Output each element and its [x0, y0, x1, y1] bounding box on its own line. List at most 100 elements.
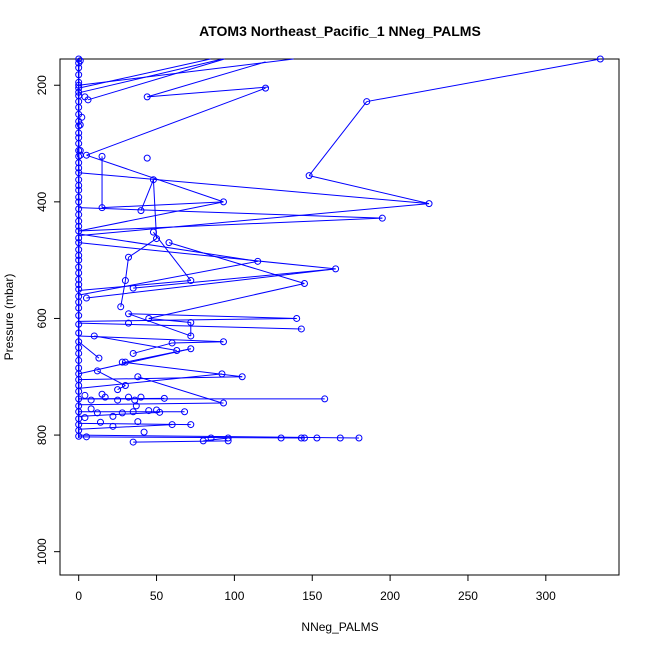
data-point: [81, 391, 89, 399]
series-segment: [117, 385, 126, 391]
x-tick-label: 150: [302, 589, 322, 603]
series-lines: [77, 58, 601, 443]
y-tick-label: 200: [35, 75, 49, 95]
data-point: [101, 393, 109, 401]
series-segment: [172, 341, 224, 344]
series-segment: [78, 233, 258, 262]
series-segment: [309, 175, 430, 205]
data-point: [140, 428, 148, 436]
data-point: [93, 367, 101, 375]
series-segment: [78, 58, 223, 94]
series-segment: [78, 172, 430, 205]
series-segment: [78, 58, 211, 89]
data-point: [75, 234, 83, 242]
data-point: [75, 222, 83, 230]
data-point: [293, 314, 301, 322]
series-segment: [87, 58, 225, 101]
series-segment: [78, 58, 294, 86]
data-point: [75, 275, 83, 283]
data-point: [75, 103, 83, 111]
x-tick-label: 300: [536, 589, 556, 603]
series-segment: [78, 242, 336, 270]
y-tick-label: 1000: [35, 538, 49, 565]
data-point: [218, 370, 226, 378]
x-axis: 0 50 100 150 200 250 300: [75, 574, 556, 603]
data-point: [93, 409, 101, 417]
data-point: [129, 284, 137, 292]
series-segment: [78, 436, 305, 439]
data-point: [75, 349, 83, 357]
data-point: [121, 358, 129, 366]
data-point: [75, 55, 83, 63]
series-segment: [133, 268, 336, 289]
data-point: [109, 422, 117, 430]
series-segment: [97, 370, 126, 386]
data-point: [75, 88, 83, 96]
data-point: [75, 312, 83, 320]
data-point: [75, 285, 83, 293]
data-point: [75, 356, 83, 364]
data-point: [156, 408, 164, 416]
data-point: [75, 329, 83, 337]
data-point: [297, 325, 305, 333]
data-point: [121, 277, 129, 285]
data-point: [75, 140, 83, 148]
data-point: [143, 154, 151, 162]
data-point: [145, 314, 153, 322]
series-segment: [94, 335, 177, 352]
data-point: [76, 151, 84, 159]
series-segment: [78, 203, 430, 237]
data-point: [321, 395, 329, 403]
data-point: [596, 55, 604, 63]
data-point: [336, 434, 344, 442]
y-tick-label: 600: [35, 308, 49, 328]
data-point: [305, 172, 313, 180]
series-segment: [122, 361, 243, 378]
series-segment: [128, 238, 157, 258]
series-segment: [124, 257, 130, 281]
data-point: [75, 159, 83, 167]
series-segment: [153, 231, 192, 281]
data-point: [262, 84, 270, 92]
series-segment: [86, 268, 336, 299]
x-tick-label: 0: [75, 589, 82, 603]
data-point: [199, 437, 207, 445]
data-point: [75, 395, 83, 403]
data-point: [425, 200, 433, 208]
data-point: [129, 408, 137, 416]
series-segment: [152, 179, 158, 239]
series-segment: [78, 322, 302, 330]
data-point: [75, 186, 83, 194]
data-point: [121, 382, 129, 390]
data-point: [363, 98, 371, 106]
data-point: [81, 93, 89, 101]
data-point: [114, 386, 122, 394]
series-segment: [203, 437, 229, 442]
series-segment: [147, 86, 269, 98]
data-point: [125, 393, 133, 401]
data-point: [81, 414, 89, 422]
data-point: [219, 338, 227, 346]
y-tick-label: 800: [35, 425, 49, 445]
series-segment: [308, 101, 368, 176]
series-segment: [102, 201, 224, 209]
data-point: [129, 349, 137, 357]
series-segment: [78, 397, 165, 400]
data-point: [355, 434, 363, 442]
y-axis-label: Pressure (mbar): [2, 274, 16, 361]
data-point: [75, 227, 83, 235]
data-point: [75, 239, 83, 247]
data-point: [254, 257, 262, 265]
data-point: [134, 373, 142, 381]
x-tick-label: 200: [380, 589, 400, 603]
x-tick-label: 250: [458, 589, 478, 603]
data-point: [132, 402, 140, 410]
data-point: [125, 319, 133, 327]
data-point: [149, 228, 157, 236]
data-point: [95, 354, 103, 362]
data-point: [153, 235, 161, 243]
data-point: [87, 405, 95, 413]
data-point: [224, 434, 232, 442]
data-point: [75, 64, 83, 72]
